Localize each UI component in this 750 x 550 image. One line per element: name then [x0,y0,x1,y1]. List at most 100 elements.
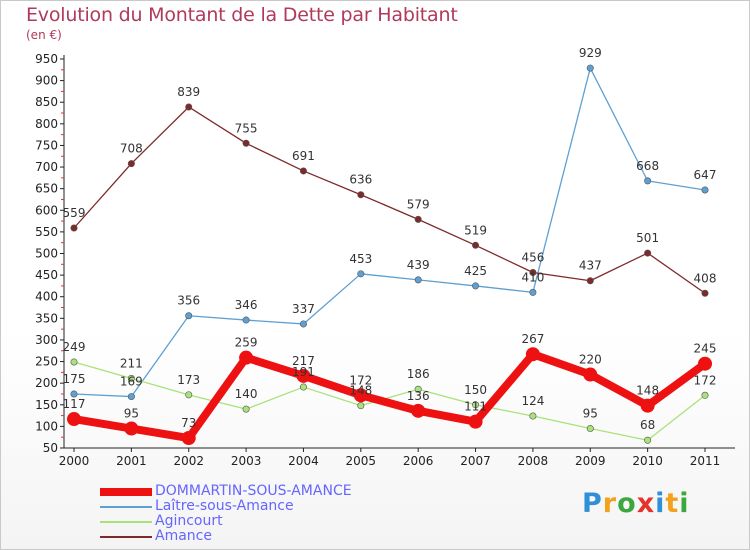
data-label: 647 [694,168,717,182]
x-tick-label: 2005 [346,454,377,468]
data-point [127,160,135,168]
data-label: 68 [640,418,655,432]
x-tick-label: 2006 [403,454,434,468]
data-label: 173 [177,373,200,387]
data-label: 356 [177,294,200,308]
data-point [468,414,483,429]
data-label: 408 [694,271,717,285]
data-label: 172 [349,373,372,387]
logo-letter: P [582,488,603,519]
x-tick-label: 2000 [59,454,90,468]
data-point [296,368,311,383]
data-label: 337 [292,302,315,316]
logo-letter: o [617,488,637,519]
data-label: 175 [63,372,86,386]
data-point [70,224,78,232]
legend-item: Laître-sous-Amance [100,499,352,514]
data-point [644,249,652,257]
data-point [586,277,594,285]
data-label: 501 [636,231,659,245]
data-label: 136 [407,389,430,403]
data-point [529,412,537,420]
data-label: 172 [694,373,717,387]
data-label: 559 [63,206,86,220]
data-point [414,385,422,393]
data-point [299,383,307,391]
y-tick-label: 800 [35,117,58,131]
data-label: 148 [636,384,659,398]
data-point [701,391,709,399]
data-point [357,270,365,278]
data-label: 267 [521,332,544,346]
legend-swatch [100,487,152,496]
data-point [701,186,709,194]
data-label: 708 [120,142,143,156]
series-line [73,106,706,294]
data-label: 636 [349,173,372,187]
legend-swatch [100,535,152,538]
data-label: 73 [181,416,196,430]
y-tick-label: 50 [43,441,58,455]
logo-letter: i [679,488,690,519]
y-tick-label: 950 [35,52,58,66]
legend-swatch [100,505,152,508]
data-point [525,347,540,362]
data-point [239,350,254,365]
logo-letter: i [655,488,666,519]
data-label: 668 [636,159,659,173]
data-point [414,215,422,223]
x-tick-label: 2009 [575,454,606,468]
logo-letter: r [602,488,618,519]
data-label: 220 [579,353,602,367]
data-point [586,64,594,72]
data-point [414,276,422,284]
data-label: 140 [235,387,258,401]
data-label: 425 [464,264,487,278]
legend-item: Amance [100,529,352,544]
data-label: 929 [579,46,602,60]
data-point [242,139,250,147]
y-tick-label: 100 [35,419,58,433]
y-tick-label: 400 [35,290,58,304]
x-tick-label: 2001 [116,454,147,468]
data-point [472,241,480,249]
legend-label: Amance [155,528,212,544]
data-point [127,393,135,401]
chart-legend: DOMMARTIN-SOUS-AMANCE Laître-sous-Amance A… [100,484,352,544]
data-label: 95 [124,407,139,421]
data-label: 148 [349,384,372,398]
data-label: 111 [464,400,487,414]
data-point [185,103,193,111]
y-tick-label: 350 [35,311,58,325]
data-point [242,405,250,413]
x-tick-label: 2003 [231,454,262,468]
data-point [411,403,426,418]
data-point [357,402,365,410]
data-point [472,282,480,290]
data-point [583,367,598,382]
data-point [185,312,193,320]
data-label: 117 [63,397,86,411]
legend-swatch [100,520,152,523]
data-point [124,421,139,436]
proxiti-logo: Proxiti [582,488,690,519]
chart-title: Evolution du Montant de la Dette par Hab… [26,4,458,26]
x-tick-label: 2004 [288,454,319,468]
y-tick-label: 250 [35,355,58,369]
chart-subtitle: (en €) [26,28,62,42]
data-label: 217 [292,354,315,368]
y-tick-label: 650 [35,182,58,196]
data-label: 456 [521,251,544,265]
x-tick-label: 2010 [632,454,663,468]
data-point [353,388,368,403]
data-label: 579 [407,197,430,211]
data-point [242,316,250,324]
data-label: 453 [349,252,372,266]
legend-label: DOMMARTIN-SOUS-AMANCE [155,483,352,499]
data-point [529,288,537,296]
y-tick-label: 850 [35,95,58,109]
x-tick-label: 2007 [460,454,491,468]
data-label: 150 [464,383,487,397]
data-label: 259 [235,336,258,350]
data-label: 439 [407,258,430,272]
